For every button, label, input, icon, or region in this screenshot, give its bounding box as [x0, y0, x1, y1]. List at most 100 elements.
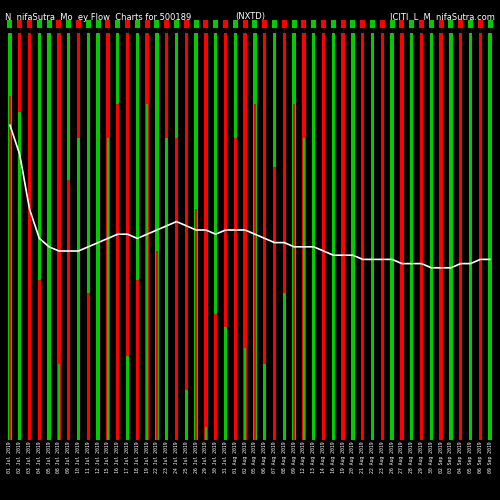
Bar: [136, 280, 138, 440]
Bar: [350, 20, 356, 28]
Bar: [342, 32, 345, 440]
Bar: [419, 20, 424, 28]
Bar: [254, 104, 256, 440]
Bar: [28, 188, 31, 440]
Bar: [302, 138, 306, 440]
Bar: [28, 32, 31, 440]
Bar: [48, 154, 50, 440]
Text: ICITI  L  M  nifaSutra.com: ICITI L M nifaSutra.com: [390, 12, 495, 22]
Bar: [351, 32, 354, 440]
Bar: [478, 32, 482, 440]
Bar: [185, 390, 188, 440]
Bar: [448, 20, 454, 28]
Bar: [18, 112, 21, 440]
Bar: [57, 32, 60, 440]
Bar: [430, 154, 432, 440]
Bar: [460, 104, 462, 440]
Bar: [420, 377, 423, 440]
Bar: [272, 20, 277, 28]
Bar: [234, 138, 236, 440]
Bar: [332, 280, 334, 440]
Bar: [488, 138, 492, 440]
Bar: [311, 20, 316, 28]
Bar: [214, 20, 218, 28]
Bar: [312, 32, 316, 440]
Bar: [204, 20, 208, 28]
Bar: [18, 32, 22, 440]
Bar: [361, 32, 364, 440]
Bar: [214, 32, 218, 440]
Bar: [262, 20, 267, 28]
Bar: [438, 20, 444, 28]
Bar: [322, 32, 325, 440]
Bar: [144, 20, 150, 28]
Bar: [459, 32, 462, 440]
Bar: [234, 32, 237, 440]
Bar: [469, 348, 472, 440]
Bar: [96, 154, 100, 440]
Bar: [450, 251, 452, 440]
Bar: [283, 293, 286, 440]
Bar: [46, 20, 52, 28]
Bar: [458, 20, 463, 28]
Bar: [390, 364, 394, 440]
Bar: [66, 20, 71, 28]
Bar: [478, 20, 483, 28]
Text: N  nifaSutra  Mo  ey Flow  Charts for 500189: N nifaSutra Mo ey Flow Charts for 500189: [5, 12, 191, 22]
Bar: [362, 348, 364, 440]
Bar: [204, 32, 208, 440]
Bar: [331, 20, 336, 28]
Bar: [67, 32, 70, 440]
Bar: [8, 20, 12, 28]
Bar: [479, 280, 482, 440]
Bar: [370, 20, 375, 28]
Bar: [488, 20, 492, 28]
Bar: [381, 314, 384, 440]
Bar: [302, 32, 306, 440]
Bar: [194, 20, 198, 28]
Bar: [242, 20, 248, 28]
Bar: [58, 364, 60, 440]
Bar: [400, 32, 404, 440]
Bar: [194, 209, 198, 440]
Bar: [449, 32, 452, 440]
Bar: [175, 32, 178, 440]
Bar: [126, 356, 129, 440]
Bar: [420, 32, 423, 440]
Bar: [116, 32, 119, 440]
Bar: [233, 20, 238, 28]
Bar: [352, 104, 354, 440]
Bar: [68, 180, 70, 440]
Bar: [76, 20, 81, 28]
Bar: [116, 104, 119, 440]
Bar: [292, 20, 296, 28]
Bar: [37, 20, 42, 28]
Text: (NXTD): (NXTD): [235, 12, 265, 22]
Bar: [146, 32, 149, 440]
Bar: [282, 32, 286, 440]
Bar: [86, 32, 90, 440]
Bar: [273, 167, 276, 440]
Bar: [156, 251, 158, 440]
Bar: [96, 20, 100, 28]
Bar: [410, 32, 414, 440]
Bar: [125, 20, 130, 28]
Bar: [371, 32, 374, 440]
Bar: [224, 32, 227, 440]
Bar: [166, 138, 168, 440]
Bar: [146, 104, 148, 440]
Bar: [184, 32, 188, 440]
Bar: [174, 20, 179, 28]
Bar: [312, 264, 315, 440]
Bar: [410, 104, 413, 440]
Bar: [244, 32, 247, 440]
Bar: [155, 32, 158, 440]
Bar: [38, 280, 40, 440]
Bar: [214, 314, 217, 440]
Bar: [253, 32, 256, 440]
Bar: [488, 32, 492, 440]
Bar: [322, 230, 325, 440]
Bar: [96, 32, 100, 440]
Bar: [106, 20, 110, 28]
Bar: [252, 20, 258, 28]
